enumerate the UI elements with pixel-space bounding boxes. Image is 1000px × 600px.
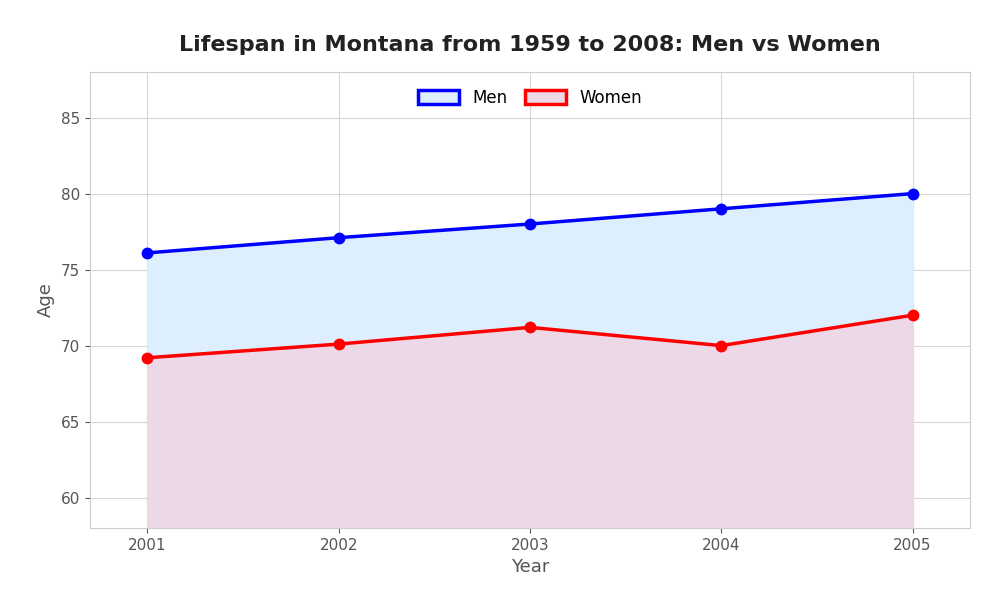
Title: Lifespan in Montana from 1959 to 2008: Men vs Women: Lifespan in Montana from 1959 to 2008: M… [179,35,881,55]
Y-axis label: Age: Age [37,283,55,317]
X-axis label: Year: Year [511,558,549,576]
Legend: Men, Women: Men, Women [409,80,651,115]
